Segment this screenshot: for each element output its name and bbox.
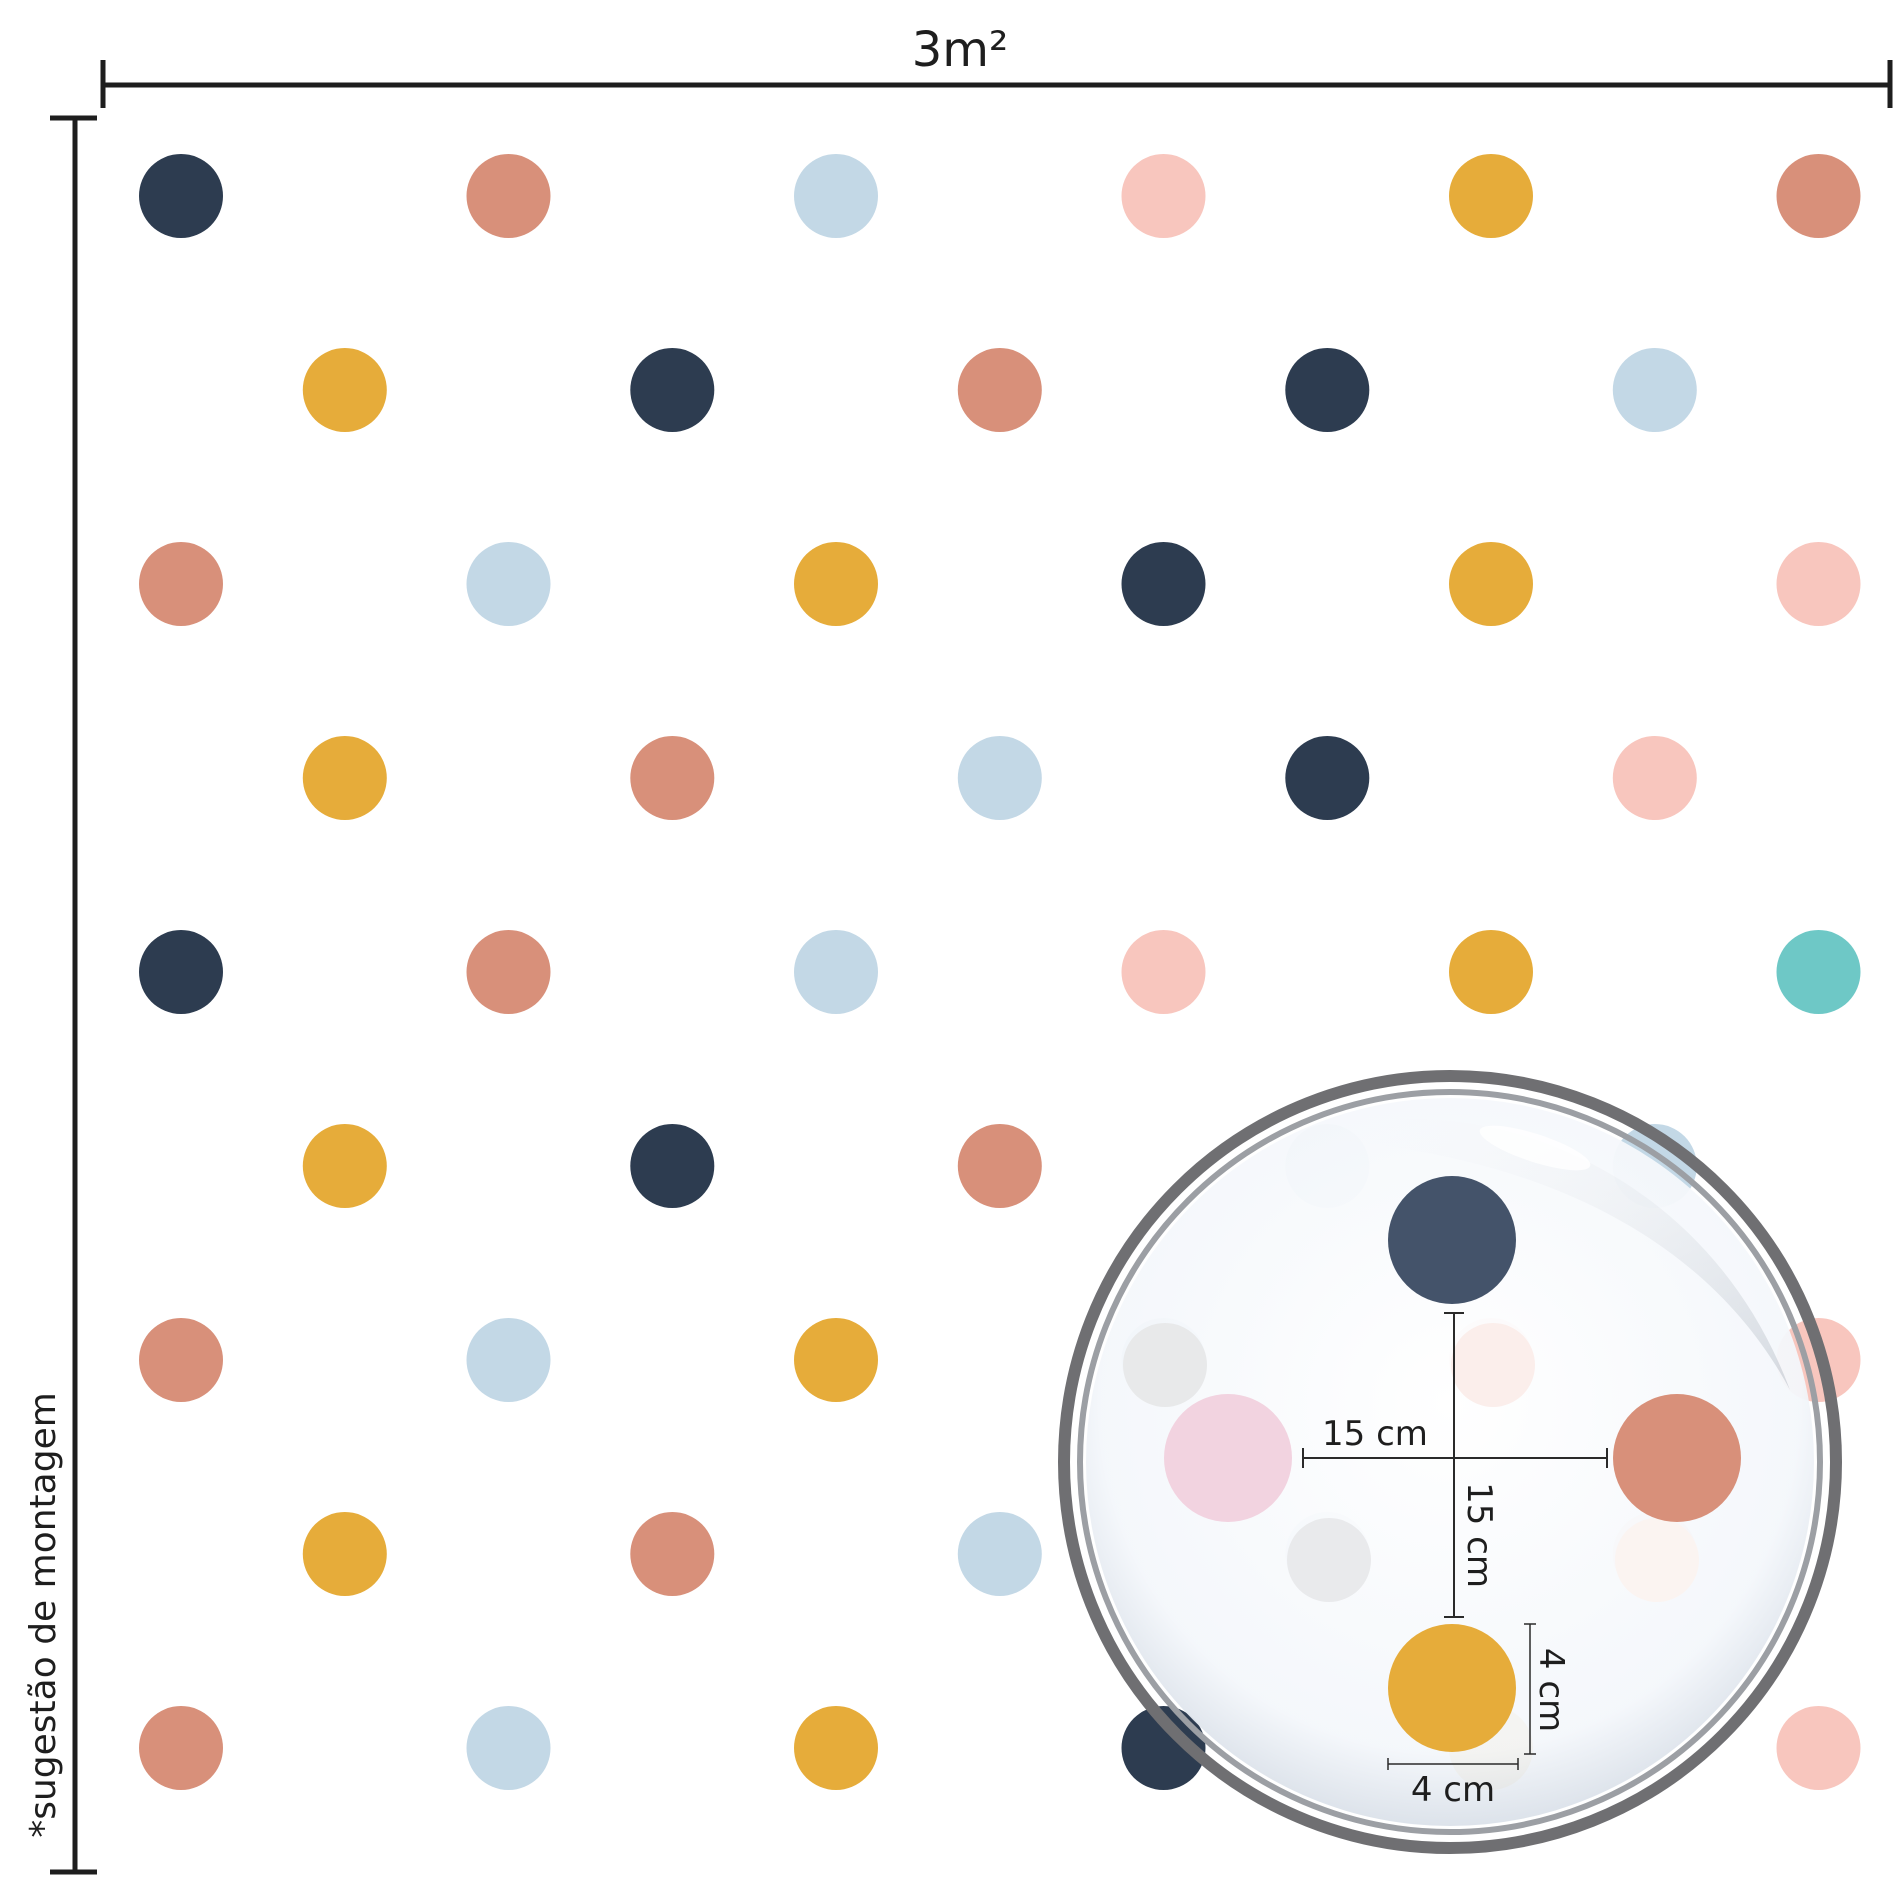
lens-faint-dot xyxy=(1451,1323,1535,1407)
polka-dot xyxy=(957,736,1042,820)
height-dimension: *sugestão de montagem xyxy=(23,115,97,1875)
polka-dot xyxy=(139,542,223,626)
dot-width-label: 4 cm xyxy=(1411,1770,1495,1810)
polka-dot xyxy=(1449,930,1533,1014)
mounting-suggestion-note: *sugestão de montagem xyxy=(23,1392,64,1838)
polka-dot xyxy=(630,348,715,432)
polka-dot xyxy=(139,1706,223,1790)
magnifier-lens xyxy=(1086,1098,1814,1826)
polka-dot xyxy=(302,348,387,432)
lens-dot-left xyxy=(1164,1394,1292,1522)
polka-dot xyxy=(794,1706,878,1790)
polka-dot xyxy=(139,930,223,1014)
polka-dot xyxy=(794,1318,878,1402)
lens-dot-top xyxy=(1388,1176,1516,1304)
lens-dot-right xyxy=(1613,1394,1741,1522)
polka-dot xyxy=(1776,542,1861,626)
polka-dot xyxy=(957,348,1042,432)
lens-dot-bottom xyxy=(1388,1624,1516,1752)
polka-dot xyxy=(1449,154,1533,238)
polka-dot xyxy=(957,1512,1042,1596)
polka-dot xyxy=(1121,154,1206,238)
polka-dot xyxy=(1776,930,1861,1014)
magnifier: 15 cm 15 cm 4 cm 4 cm xyxy=(1058,1070,1842,1854)
polka-dot xyxy=(957,1124,1042,1208)
polka-dot xyxy=(1285,348,1370,432)
magnifier-rim-outer xyxy=(1058,1070,1842,1854)
polka-dot xyxy=(466,1706,551,1790)
width-dimension: 3m² xyxy=(100,22,1893,108)
polka-dot xyxy=(466,1318,551,1402)
polka-dot xyxy=(139,1318,223,1402)
polka-dot xyxy=(139,154,223,238)
width-label: 3m² xyxy=(912,22,1009,78)
polka-dot xyxy=(1121,542,1206,626)
polka-dot xyxy=(1449,542,1533,626)
lens-faint-dot xyxy=(1123,1323,1207,1407)
polka-dot xyxy=(630,736,715,820)
spacing-measure-vertical xyxy=(1444,1312,1464,1618)
polka-dot xyxy=(302,1124,387,1208)
polka-dot xyxy=(794,930,878,1014)
polka-dot xyxy=(794,154,878,238)
polka-dot xyxy=(630,1124,715,1208)
polka-dot xyxy=(1121,930,1206,1014)
horizontal-spacing-label: 15 cm xyxy=(1322,1414,1428,1454)
magnifier-rim-inner xyxy=(1077,1089,1823,1835)
lens-highlight xyxy=(1479,1125,1591,1171)
dot-size-measure-horizontal xyxy=(1387,1758,1519,1770)
polka-dot xyxy=(630,1512,715,1596)
polka-dot xyxy=(1776,1706,1861,1790)
polka-dot xyxy=(466,930,551,1014)
lens-glare xyxy=(1300,1118,1790,1390)
polka-dot xyxy=(1121,1706,1206,1790)
dot-height-label: 4 cm xyxy=(1531,1648,1571,1732)
polka-dot xyxy=(302,1512,387,1596)
polka-dot xyxy=(466,154,551,238)
polka-dot xyxy=(1285,736,1370,820)
lens-faint-dot xyxy=(1615,1518,1699,1602)
dot-size-measure-vertical xyxy=(1524,1623,1536,1755)
polka-dot xyxy=(1612,348,1697,432)
polka-dot xyxy=(1776,154,1861,238)
polka-dot xyxy=(1612,736,1697,820)
vertical-spacing-label: 15 cm xyxy=(1459,1482,1499,1588)
polka-dot xyxy=(466,542,551,626)
polka-dot xyxy=(794,542,878,626)
polka-dot xyxy=(302,736,387,820)
lens-faint-dot xyxy=(1287,1518,1371,1602)
